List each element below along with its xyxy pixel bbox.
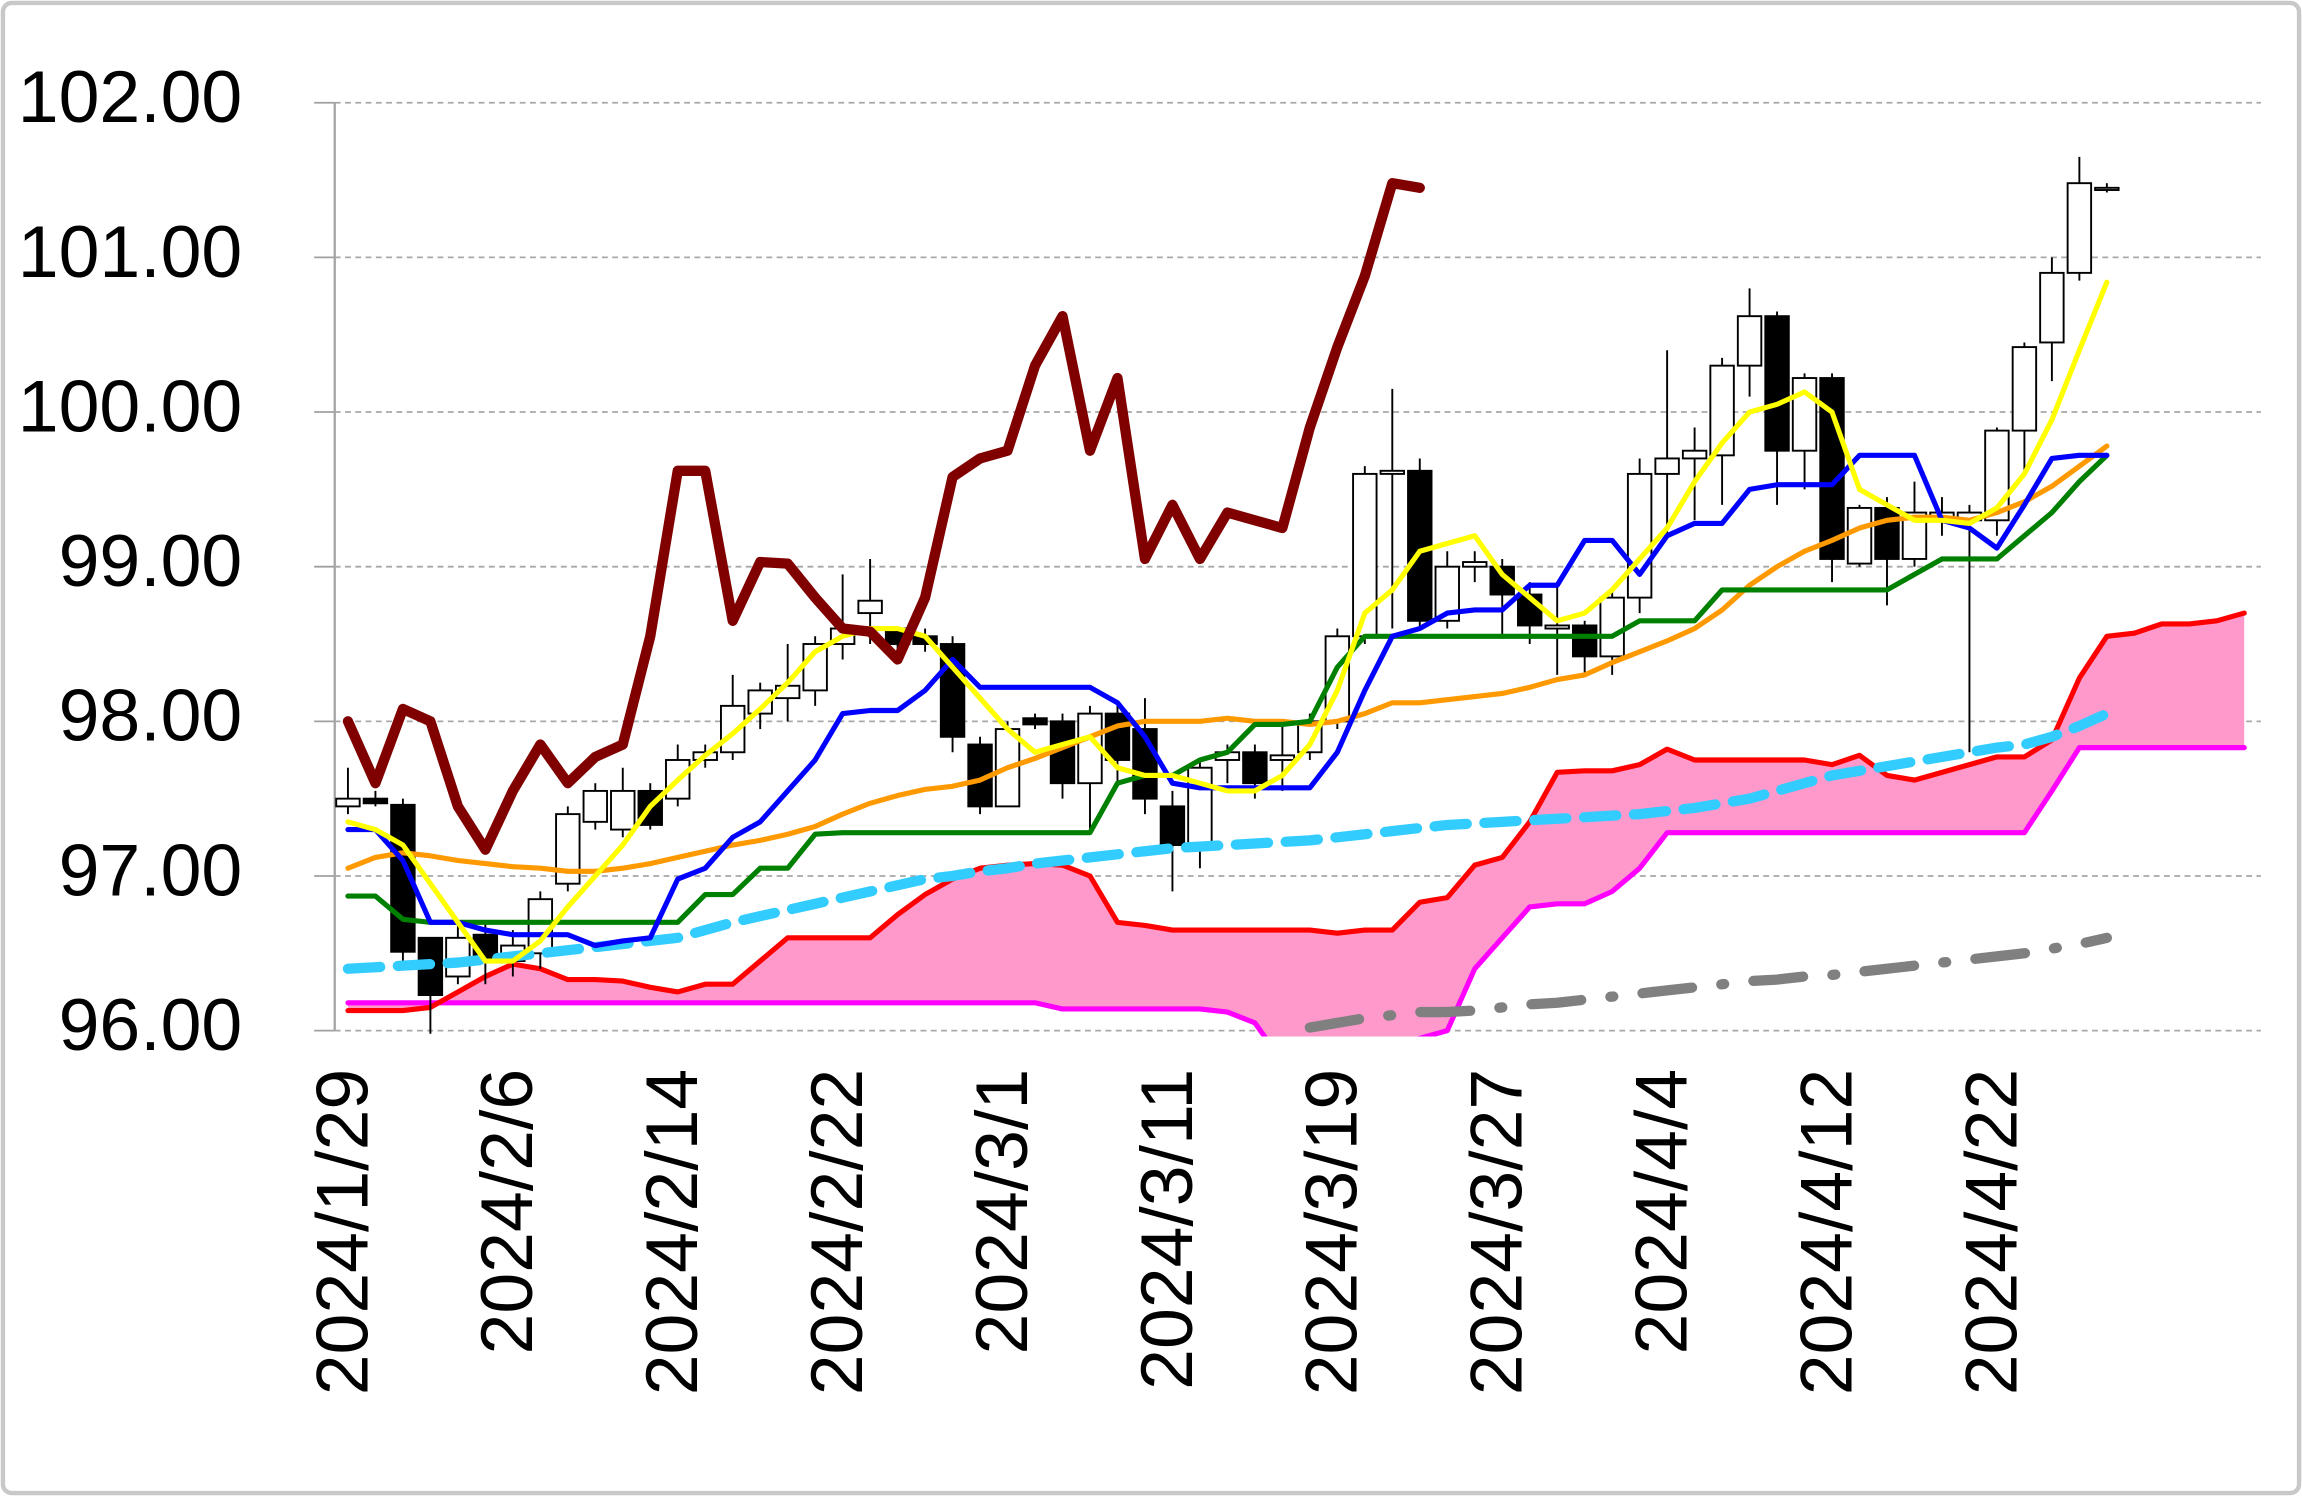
y-tick-label: 101.00	[18, 211, 242, 293]
candle-body	[335, 797, 361, 808]
candle-body	[555, 813, 581, 885]
x-tick-label: 2024/2/22	[796, 1069, 878, 1396]
candle-body	[1242, 751, 1268, 785]
candle-body	[362, 797, 389, 805]
span-a-line	[345, 610, 2247, 1014]
candle-body	[1736, 315, 1763, 367]
y-tick-label: 97.00	[59, 829, 243, 911]
candle-body	[1681, 449, 1708, 460]
candle-body	[857, 599, 883, 615]
candle-body	[2094, 186, 2120, 191]
x-tick-label: 2024/3/11	[1126, 1069, 1208, 1390]
x-tick-label: 2024/2/6	[466, 1069, 548, 1355]
x-tick-label: 2024/3/19	[1291, 1069, 1373, 1395]
indicator-line	[1304, 932, 2112, 1033]
candle-body	[1489, 565, 1515, 596]
span-b-line	[345, 745, 2247, 1037]
candle-body	[1626, 472, 1653, 599]
candle-body	[1544, 624, 1570, 630]
candle-body	[2066, 182, 2093, 274]
axis-labels: 96.00 97.00 98.00 99.00 100.00 101.00 102.00 20…	[18, 56, 2033, 1395]
x-tick-label: 2024/3/1	[961, 1069, 1043, 1355]
candle-body	[1159, 805, 1186, 846]
x-tick-label: 2024/4/22	[1950, 1069, 2032, 1396]
indicator-line	[345, 279, 2110, 964]
candle-body	[1269, 754, 1296, 761]
candle-body	[1434, 565, 1460, 622]
candle-body	[1407, 469, 1433, 622]
y-tick-label: 102.00	[18, 56, 242, 138]
candle-body	[747, 689, 773, 715]
indicator-line	[345, 452, 2110, 949]
candle-body	[2011, 346, 2038, 432]
candle-body	[1379, 469, 1405, 475]
x-tick-label: 2024/4/4	[1621, 1069, 1703, 1355]
candle-body	[1764, 315, 1790, 452]
x-tick-label: 2024/2/14	[631, 1069, 713, 1396]
candle-body	[1022, 717, 1048, 726]
x-tick-label: 2024/4/12	[1785, 1069, 1867, 1396]
y-tick-label: 99.00	[59, 520, 243, 602]
indicator-line	[342, 178, 1425, 855]
candle-body	[1874, 506, 1900, 560]
cloud	[347, 613, 2245, 1037]
y-tick-label: 100.00	[18, 365, 242, 447]
indicator-line	[345, 452, 2110, 925]
plot-area	[335, 156, 2247, 1037]
candle-body	[1599, 596, 1625, 658]
candle-body	[1462, 561, 1488, 568]
x-tick-label: 2024/1/29	[301, 1069, 383, 1396]
candle-body	[1104, 712, 1131, 761]
y-tick-label: 96.00	[59, 984, 243, 1066]
candle-body	[1846, 506, 1873, 565]
candle-body	[1654, 457, 1680, 475]
candle-body	[2039, 271, 2065, 344]
indicator-line	[342, 708, 2112, 974]
candle-body	[1791, 377, 1818, 452]
candle-body	[1901, 511, 1928, 560]
candle-body	[582, 789, 608, 823]
indicator-line	[345, 443, 2110, 874]
candle-body	[1571, 624, 1598, 658]
candle-body	[610, 789, 636, 831]
y-tick-label: 98.00	[59, 675, 243, 757]
grid	[314, 101, 2261, 1032]
x-tick-label: 2024/3/27	[1456, 1069, 1538, 1395]
